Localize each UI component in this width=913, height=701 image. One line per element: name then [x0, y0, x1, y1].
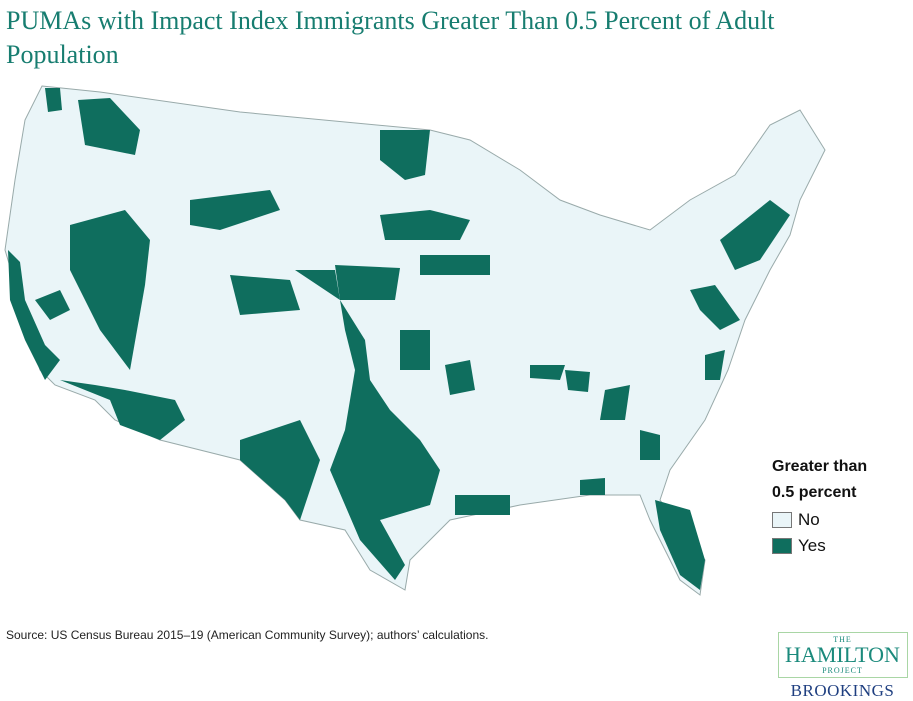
- logo-project: PROJECT: [822, 666, 863, 675]
- brookings-logo: BROOKINGS: [790, 681, 895, 700]
- puma-region: [380, 210, 470, 240]
- puma-region: [640, 430, 660, 460]
- puma-region: [335, 265, 400, 300]
- legend-title-line1: Greater than: [772, 458, 868, 475]
- legend-label-no: No: [798, 510, 820, 529]
- legend-swatch-yes: [772, 538, 792, 554]
- puma-region: [690, 285, 740, 330]
- source-note: Source: US Census Bureau 2015–19 (Americ…: [6, 628, 489, 642]
- puma-region: [240, 420, 320, 520]
- puma-region: [600, 385, 630, 420]
- puma-region: [295, 270, 440, 580]
- puma-region: [60, 380, 185, 440]
- legend-item-no: No: [772, 508, 867, 532]
- legend-swatch-no: [772, 512, 792, 528]
- puma-region: [705, 350, 725, 380]
- puma-region: [45, 88, 62, 112]
- puma-region: [8, 250, 60, 380]
- puma-region: [400, 330, 430, 370]
- logo-the: THE: [833, 635, 852, 644]
- us-puma-map: [4, 85, 826, 596]
- puma-region: [655, 500, 705, 590]
- puma-region: [70, 210, 150, 370]
- legend-item-yes: Yes: [772, 534, 867, 558]
- puma-region: [380, 130, 430, 180]
- legend-title-line2: 0.5 percent: [772, 484, 857, 501]
- puma-region: [190, 190, 280, 230]
- puma-region: [565, 370, 590, 392]
- puma-region: [230, 275, 300, 315]
- puma-region: [78, 98, 140, 155]
- puma-region: [420, 255, 490, 275]
- puma-region: [445, 360, 475, 395]
- puma-region: [580, 478, 605, 495]
- puma-region: [35, 290, 70, 320]
- puma-region: [530, 365, 565, 380]
- legend-label-yes: Yes: [798, 536, 826, 555]
- yes-pumas: [8, 88, 790, 590]
- map-title: PUMAs with Impact Index Immigrants Great…: [6, 6, 775, 69]
- puma-region: [720, 200, 790, 270]
- puma-region: [455, 495, 510, 515]
- legend: Greater than 0.5 percent No Yes: [772, 454, 867, 558]
- logo-hamilton: HAMILTON: [785, 642, 900, 667]
- hamilton-project-logo: THE HAMILTON PROJECT BROOKINGS: [775, 632, 910, 701]
